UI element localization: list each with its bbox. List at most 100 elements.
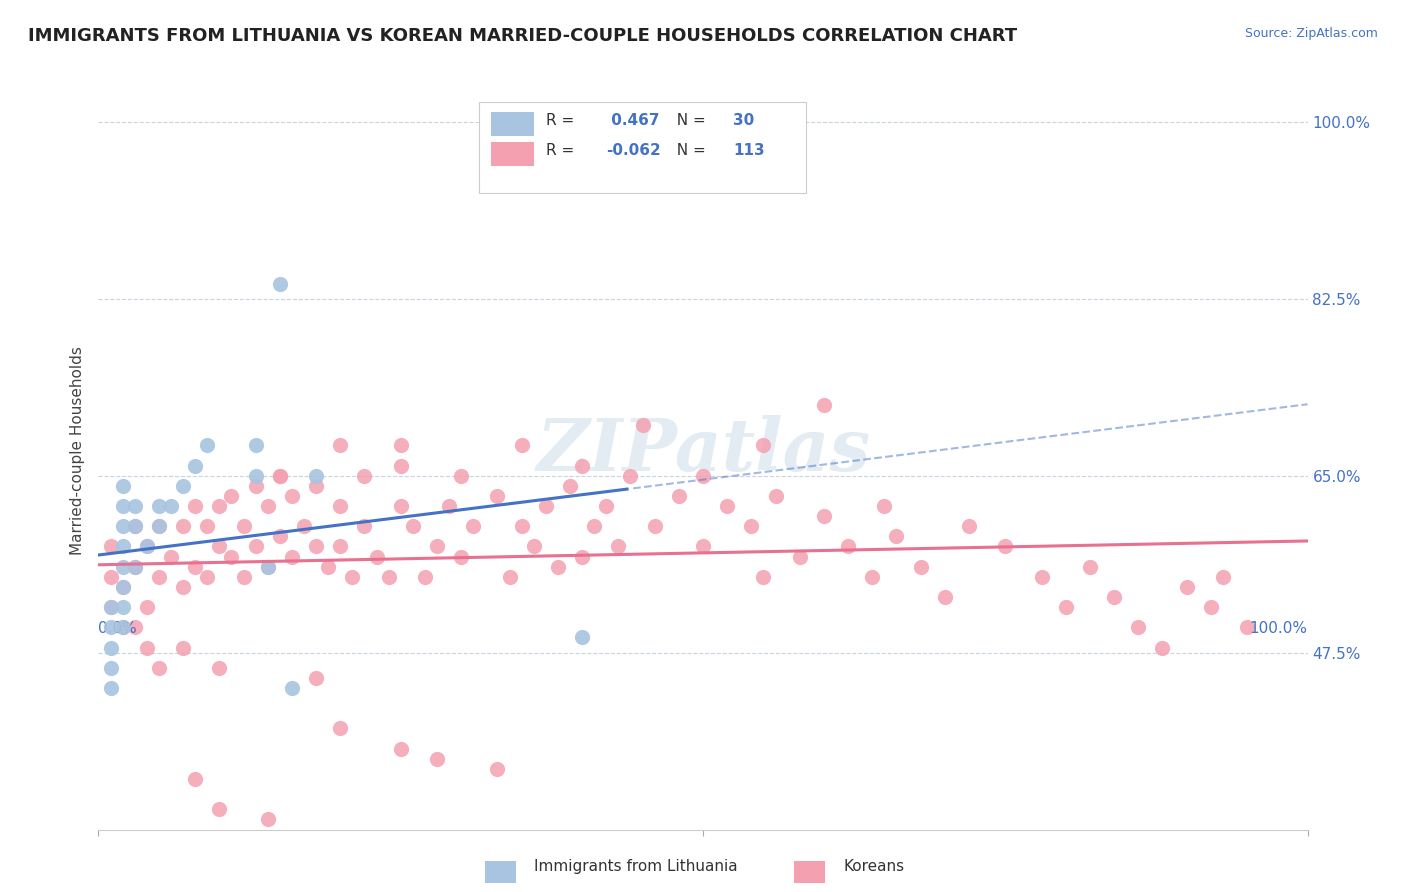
Point (111, 479, 134, 493)
Point (692, 468, 714, 483)
Point (160, 499, 183, 513)
Point (329, 722, 352, 736)
Point (135, 540, 157, 554)
Point (571, 631, 593, 645)
Point (558, 479, 581, 493)
Point (752, 438, 775, 452)
Point (148, 519, 170, 533)
Point (100, 600, 122, 615)
Point (111, 620, 134, 634)
Point (208, 661, 231, 675)
Point (111, 620, 134, 634)
FancyBboxPatch shape (479, 102, 806, 193)
Point (366, 549, 388, 564)
Point (305, 540, 328, 554)
Point (221, 549, 243, 564)
Point (148, 661, 170, 675)
Point (148, 519, 170, 533)
Text: 113: 113 (734, 144, 765, 159)
Point (389, 741, 412, 756)
Point (571, 458, 593, 473)
Point (111, 600, 134, 615)
Point (329, 499, 352, 513)
Point (111, 519, 134, 533)
Point (124, 499, 146, 513)
Point (426, 540, 449, 554)
Point (232, 570, 254, 584)
Point (860, 570, 883, 584)
Point (184, 499, 207, 513)
Point (765, 489, 787, 503)
Point (208, 540, 231, 554)
FancyBboxPatch shape (492, 142, 534, 166)
Point (281, 681, 304, 695)
Point (523, 540, 546, 554)
Point (195, 570, 218, 584)
Point (184, 559, 207, 574)
Point (305, 671, 328, 685)
Point (607, 540, 630, 554)
Text: ZIPatlas: ZIPatlas (536, 415, 870, 486)
Point (486, 489, 509, 503)
Point (353, 468, 375, 483)
Point (100, 681, 122, 695)
Point (1054, 600, 1077, 615)
Point (716, 499, 738, 513)
Point (510, 519, 533, 533)
Y-axis label: Married-couple Households: Married-couple Households (69, 346, 84, 555)
Point (692, 540, 714, 554)
Point (124, 620, 146, 634)
Point (534, 499, 557, 513)
Point (631, 418, 654, 433)
Point (437, 499, 460, 513)
Point (752, 570, 775, 584)
Point (256, 559, 278, 574)
Point (1236, 620, 1258, 634)
Point (1078, 559, 1101, 574)
Point (281, 489, 304, 503)
Point (668, 489, 690, 503)
Point (124, 519, 146, 533)
Point (740, 519, 762, 533)
Point (1175, 580, 1198, 594)
Point (510, 438, 533, 452)
Point (111, 580, 134, 594)
Point (135, 600, 157, 615)
Point (256, 559, 278, 574)
Point (595, 499, 617, 513)
Point (124, 519, 146, 533)
Point (221, 489, 243, 503)
Text: N =: N = (666, 144, 710, 159)
Point (389, 499, 412, 513)
Text: IMMIGRANTS FROM LITHUANIA VS KOREAN MARRIED-COUPLE HOUSEHOLDS CORRELATION CHART: IMMIGRANTS FROM LITHUANIA VS KOREAN MARR… (28, 27, 1018, 45)
Point (172, 519, 194, 533)
Point (245, 479, 267, 493)
Point (837, 540, 859, 554)
Text: Source: ZipAtlas.com: Source: ZipAtlas.com (1244, 27, 1378, 40)
Point (450, 468, 472, 483)
Point (245, 438, 267, 452)
Point (124, 559, 146, 574)
Point (957, 519, 980, 533)
Point (353, 519, 375, 533)
Text: R =: R = (546, 144, 579, 159)
Point (172, 640, 194, 655)
Point (305, 468, 328, 483)
Point (292, 519, 315, 533)
Point (305, 479, 328, 493)
Point (547, 559, 569, 574)
Point (111, 559, 134, 574)
Point (329, 540, 352, 554)
Point (256, 813, 278, 827)
Point (100, 640, 122, 655)
Point (100, 540, 122, 554)
Point (111, 580, 134, 594)
Point (245, 540, 267, 554)
Point (172, 479, 194, 493)
Point (100, 600, 122, 615)
Point (184, 458, 207, 473)
Point (873, 499, 896, 513)
Point (463, 519, 485, 533)
Point (994, 540, 1017, 554)
Point (1102, 590, 1125, 604)
